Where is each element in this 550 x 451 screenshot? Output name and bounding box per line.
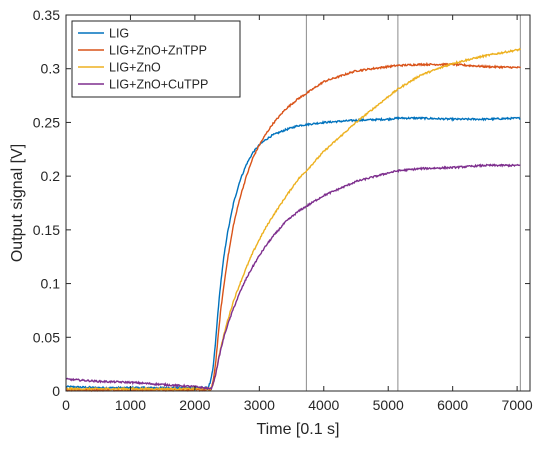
- y-tick-label-3: 0.15: [33, 222, 60, 238]
- y-tick-label-0: 0: [52, 383, 60, 399]
- y-axis-label: Output signal [V]: [9, 144, 26, 262]
- x-tick-label-4: 4000: [308, 397, 339, 413]
- x-tick-label-6: 6000: [437, 397, 468, 413]
- series-line-0: [65, 116, 521, 390]
- y-tick-label-2: 0.1: [41, 276, 61, 292]
- legend-label-0: LIG: [109, 27, 129, 41]
- x-axis-label: Time [0.1 s]: [257, 421, 340, 438]
- y-tick-label-5: 0.25: [33, 114, 60, 130]
- series-layer: [65, 47, 521, 393]
- x-tick-label-2: 2000: [179, 397, 210, 413]
- legend-label-1: LIG+ZnO+ZnTPP: [109, 44, 207, 58]
- axis-tick-labels: 0 1000 2000 3000 4000 5000 6000 7000 0 0.05 0.1 0.1…: [33, 7, 533, 413]
- legend-label-2: LIG+ZnO: [109, 61, 161, 75]
- x-tick-label-5: 5000: [373, 397, 404, 413]
- legend-label-3: LIG+ZnO+CuTPP: [109, 78, 208, 92]
- series-line-3: [65, 163, 521, 391]
- axis-ticks: [65, 14, 530, 392]
- series-line-2: [65, 47, 521, 392]
- x-tick-label-3: 3000: [244, 397, 275, 413]
- x-tick-label-7: 7000: [502, 397, 533, 413]
- axes-frame: [65, 14, 531, 392]
- y-tick-label-6: 0.3: [41, 61, 61, 77]
- y-tick-label-7: 0.35: [33, 7, 60, 23]
- x-tick-label-0: 0: [62, 397, 70, 413]
- x-tick-label-1: 1000: [115, 397, 146, 413]
- legend: LIG LIG+ZnO+ZnTPP LIG+ZnO LIG+ZnO+CuTPP: [71, 20, 241, 98]
- y-tick-label-1: 0.05: [33, 329, 60, 345]
- series-line-1: [65, 61, 521, 393]
- vertical-reference-lines: [305, 15, 521, 391]
- y-tick-label-4: 0.2: [41, 168, 61, 184]
